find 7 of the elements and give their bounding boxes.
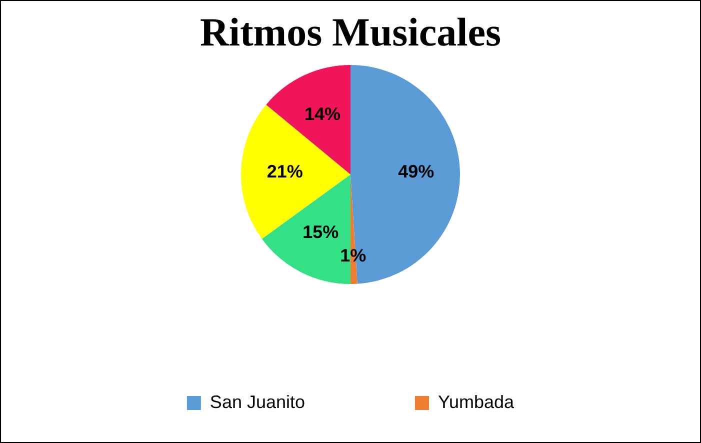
chart-title: Ritmos Musicales xyxy=(200,9,502,54)
data-label: 49% xyxy=(398,161,434,182)
data-label: 21% xyxy=(266,161,303,182)
data-label: 14% xyxy=(304,104,341,124)
legend-label: Yumbada xyxy=(438,392,516,412)
legend-label: San Juanito xyxy=(210,392,306,412)
data-label: 15% xyxy=(302,222,339,242)
